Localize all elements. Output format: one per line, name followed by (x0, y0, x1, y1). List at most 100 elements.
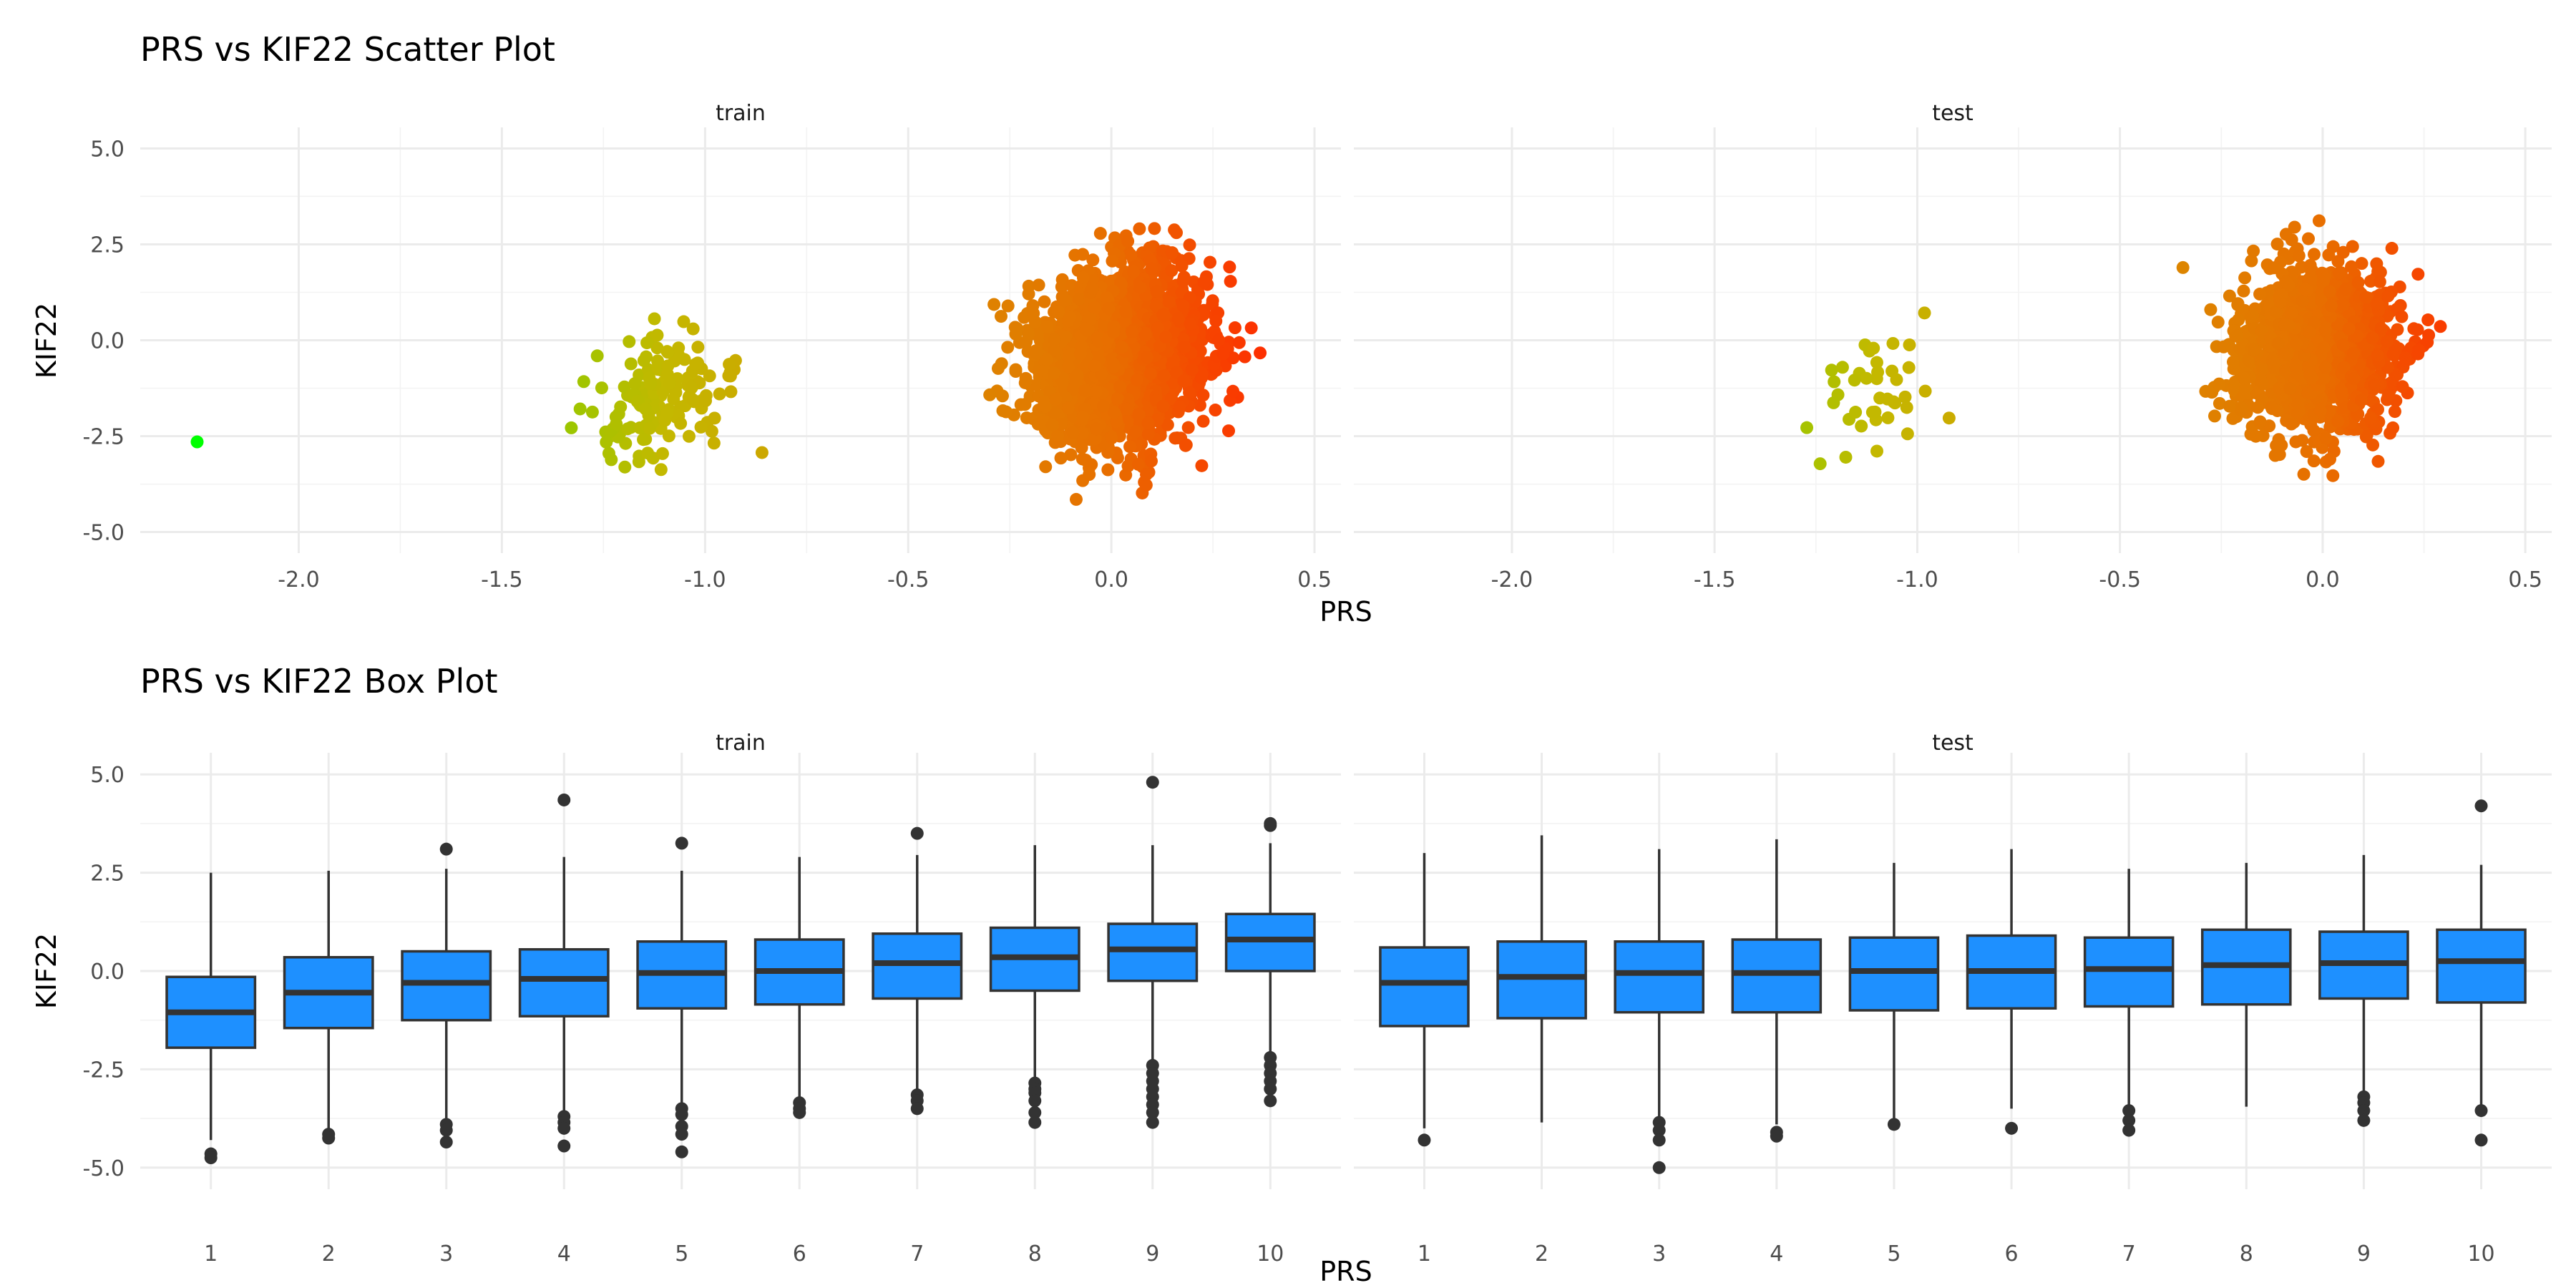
scatter-point (1032, 278, 1045, 292)
scatter-point (1881, 411, 1895, 424)
scatter-point (2253, 415, 2267, 429)
scatter-point (1827, 396, 1840, 409)
scatter-point (1871, 366, 1885, 379)
box-outlier (557, 1139, 571, 1153)
scatter-point (677, 315, 691, 328)
scatter-point (2411, 323, 2424, 336)
scatter-point (2282, 318, 2296, 332)
scatter-point (2346, 240, 2359, 253)
scatter-point (1148, 222, 1161, 235)
box-outlier (1652, 1161, 1666, 1174)
scatter-point (1870, 444, 1884, 458)
scatter-point (1061, 401, 1075, 415)
scatter-train-y-tick-label: -2.5 (82, 425, 125, 450)
scatter-test-x-tick-label: -2.0 (1491, 567, 1533, 592)
scatter-point (1107, 326, 1121, 339)
scatter-point (1161, 418, 1174, 431)
scatter-point (2289, 337, 2303, 351)
scatter-point (610, 417, 623, 431)
scatter-point (987, 298, 1001, 311)
boxplot-train-x-tick-label: 8 (1028, 1241, 1042, 1267)
scatter-point (1138, 328, 1152, 342)
scatter-point (1001, 341, 1015, 354)
scatter-point (1133, 280, 1147, 294)
box-train-1 (165, 872, 257, 1165)
scatter-point (1108, 406, 1121, 419)
scatter-point (2255, 376, 2268, 389)
scatter-train-x-tick-label: 0.0 (1094, 567, 1128, 592)
scatter-point (1066, 426, 1080, 439)
box-outlier (1418, 1133, 1431, 1147)
scatter-point (2253, 288, 2267, 301)
scatter-point (1088, 301, 1101, 314)
scatter-point (1156, 399, 1170, 413)
scatter-point (1129, 425, 1143, 439)
scatter-test-x-tick-label: 0.5 (2508, 567, 2542, 592)
scatter-point (707, 436, 721, 450)
boxplot-train-x-tick-label: 3 (439, 1241, 453, 1267)
box-test-5 (1848, 862, 1940, 1131)
scatter-point (2211, 316, 2225, 329)
scatter-point (2347, 346, 2361, 360)
scatter-point (1171, 312, 1185, 326)
box-iqr (401, 950, 492, 1022)
scatter-point (1064, 448, 1078, 462)
scatter-point (650, 361, 664, 375)
scatter-point (2396, 380, 2409, 394)
scatter-point (1104, 274, 1118, 288)
scatter-point (1039, 460, 1053, 474)
scatter-point (2323, 285, 2336, 298)
scatter-point (1088, 359, 1101, 373)
scatter-point (1183, 386, 1196, 399)
scatter-point (577, 375, 590, 389)
scatter-point (713, 387, 726, 401)
scatter-point (1048, 343, 1061, 357)
scatter-point (1153, 339, 1166, 353)
box-test-6 (1966, 849, 2057, 1135)
scatter-point (2228, 381, 2241, 394)
box-outlier (1146, 776, 1159, 789)
scatter-point (1102, 302, 1116, 316)
scatter-point (1048, 406, 1061, 419)
scatter-point (2285, 417, 2298, 431)
scatter-point (1062, 360, 1075, 374)
scatter-point (1226, 384, 1240, 398)
box-iqr (1731, 938, 1823, 1014)
scatter-point (2279, 275, 2293, 288)
box-outlier (1264, 1082, 1277, 1096)
scatter-point (1073, 292, 1086, 306)
scatter-point (1209, 314, 1223, 328)
scatter-point (663, 376, 676, 390)
scatter-point (2434, 320, 2447, 333)
scatter-point (1855, 419, 1868, 433)
scatter-point (1942, 411, 1956, 425)
scatter-point (2395, 310, 2409, 323)
scatter-point (1121, 459, 1135, 473)
scatter-point (1080, 323, 1093, 337)
scatter-point (637, 433, 650, 447)
scatter-point (655, 447, 669, 460)
scatter-point (1165, 392, 1179, 406)
scatter-point (755, 446, 769, 459)
scatter-point (2363, 411, 2377, 424)
box-iqr (1107, 922, 1199, 982)
boxplot-train-y-tick-label: -2.5 (82, 1058, 125, 1083)
boxplot-test-x-tick-label: 8 (2240, 1241, 2253, 1267)
scatter-point (2297, 467, 2311, 481)
scatter-point (643, 377, 657, 391)
scatter-point (2239, 381, 2253, 395)
box-outlier (1028, 1116, 1042, 1129)
scatter-point (1115, 341, 1128, 354)
scatter-point (674, 416, 688, 430)
box-outlier (1146, 1106, 1159, 1119)
scatter-point (2251, 401, 2265, 414)
scatter-point (641, 447, 655, 460)
scatter-point (2371, 454, 2385, 468)
scatter-point (1132, 407, 1146, 421)
scatter-point (2270, 439, 2283, 452)
scatter-point (705, 424, 718, 438)
box-outlier (1028, 1094, 1042, 1108)
scatter-strip-train: train (716, 101, 766, 126)
scatter-point (1076, 411, 1090, 424)
scatter-point (639, 402, 653, 416)
